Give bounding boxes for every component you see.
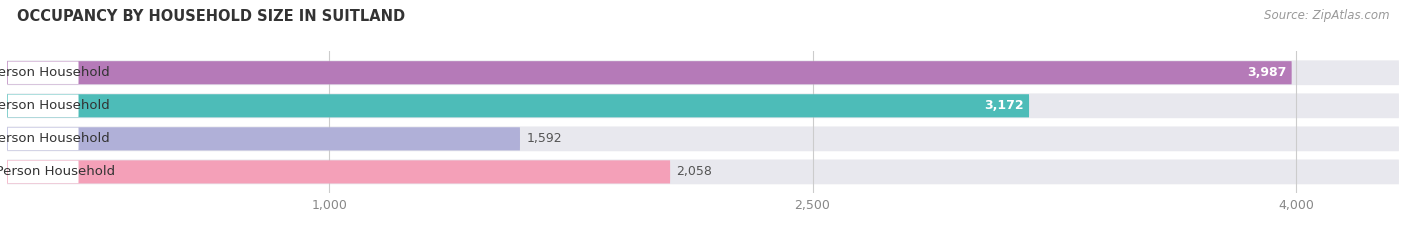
Text: 1,592: 1,592: [526, 132, 562, 145]
FancyBboxPatch shape: [7, 128, 79, 150]
Text: 3,172: 3,172: [984, 99, 1024, 112]
Text: 3-Person Household: 3-Person Household: [0, 132, 110, 145]
Text: Source: ZipAtlas.com: Source: ZipAtlas.com: [1264, 9, 1389, 22]
FancyBboxPatch shape: [7, 62, 79, 84]
Text: 3,987: 3,987: [1247, 66, 1286, 79]
Text: 4+ Person Household: 4+ Person Household: [0, 165, 115, 178]
FancyBboxPatch shape: [7, 94, 1029, 117]
FancyBboxPatch shape: [7, 161, 79, 183]
FancyBboxPatch shape: [7, 61, 1292, 84]
Text: OCCUPANCY BY HOUSEHOLD SIZE IN SUITLAND: OCCUPANCY BY HOUSEHOLD SIZE IN SUITLAND: [17, 9, 405, 24]
FancyBboxPatch shape: [7, 160, 671, 183]
Text: 2,058: 2,058: [676, 165, 713, 178]
FancyBboxPatch shape: [7, 127, 1399, 151]
FancyBboxPatch shape: [7, 60, 1399, 85]
FancyBboxPatch shape: [7, 127, 520, 151]
FancyBboxPatch shape: [7, 93, 1399, 118]
FancyBboxPatch shape: [7, 160, 1399, 184]
Text: 2-Person Household: 2-Person Household: [0, 99, 110, 112]
Text: 1-Person Household: 1-Person Household: [0, 66, 110, 79]
FancyBboxPatch shape: [7, 95, 79, 117]
